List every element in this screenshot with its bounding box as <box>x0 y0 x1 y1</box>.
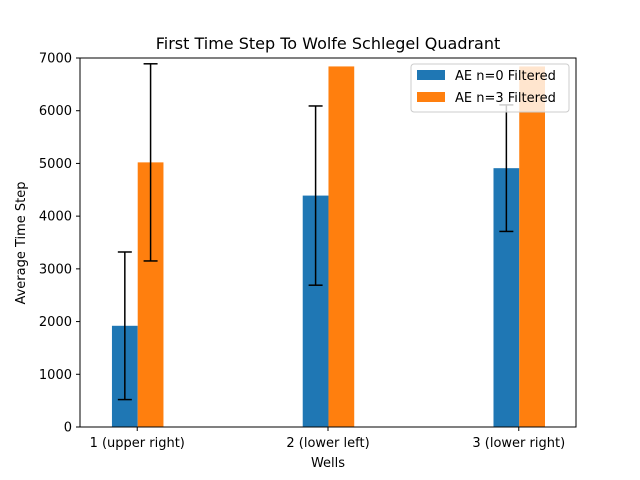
x-axis-label: Wells <box>311 456 345 471</box>
axes-layer: 0 1000 2000 3000 4000 5000 6000 7000 1 (upper ri… <box>39 52 577 451</box>
legend-label-2: AE n=3 Filtered <box>455 91 556 106</box>
y-tick-label-4000: 4000 <box>39 210 72 225</box>
y-tick-label-1000: 1000 <box>39 368 72 383</box>
y-axis-label: Average Time Step <box>14 181 29 304</box>
y-tick-label-7000: 7000 <box>39 52 72 67</box>
y-tick-label-0: 0 <box>64 421 72 436</box>
bar-series2-2 <box>328 66 355 427</box>
y-tick-label-3000: 3000 <box>39 262 72 277</box>
legend-box <box>410 63 570 113</box>
x-tick-label-1: 1 (upper right) <box>90 436 185 451</box>
x-tick-label-3: 3 (lower right) <box>472 436 565 451</box>
bars-layer <box>111 66 545 428</box>
chart-title: First Time Step To Wolfe Schlegel Quadra… <box>156 34 501 53</box>
y-tick-label-5000: 5000 <box>39 157 72 172</box>
legend-label-1: AE n=0 Filtered <box>455 69 556 84</box>
errorbars-layer <box>117 63 514 401</box>
y-tick-label-6000: 6000 <box>39 104 72 119</box>
legend: AE n=0 Filtered AE n=3 Filtered <box>410 63 570 113</box>
legend-swatch-1 <box>417 70 445 80</box>
y-tick-label-2000: 2000 <box>39 315 72 330</box>
legend-swatch-2 <box>417 92 445 102</box>
bar-series2-3 <box>519 66 545 427</box>
x-tick-label-2: 2 (lower left) <box>286 436 369 451</box>
